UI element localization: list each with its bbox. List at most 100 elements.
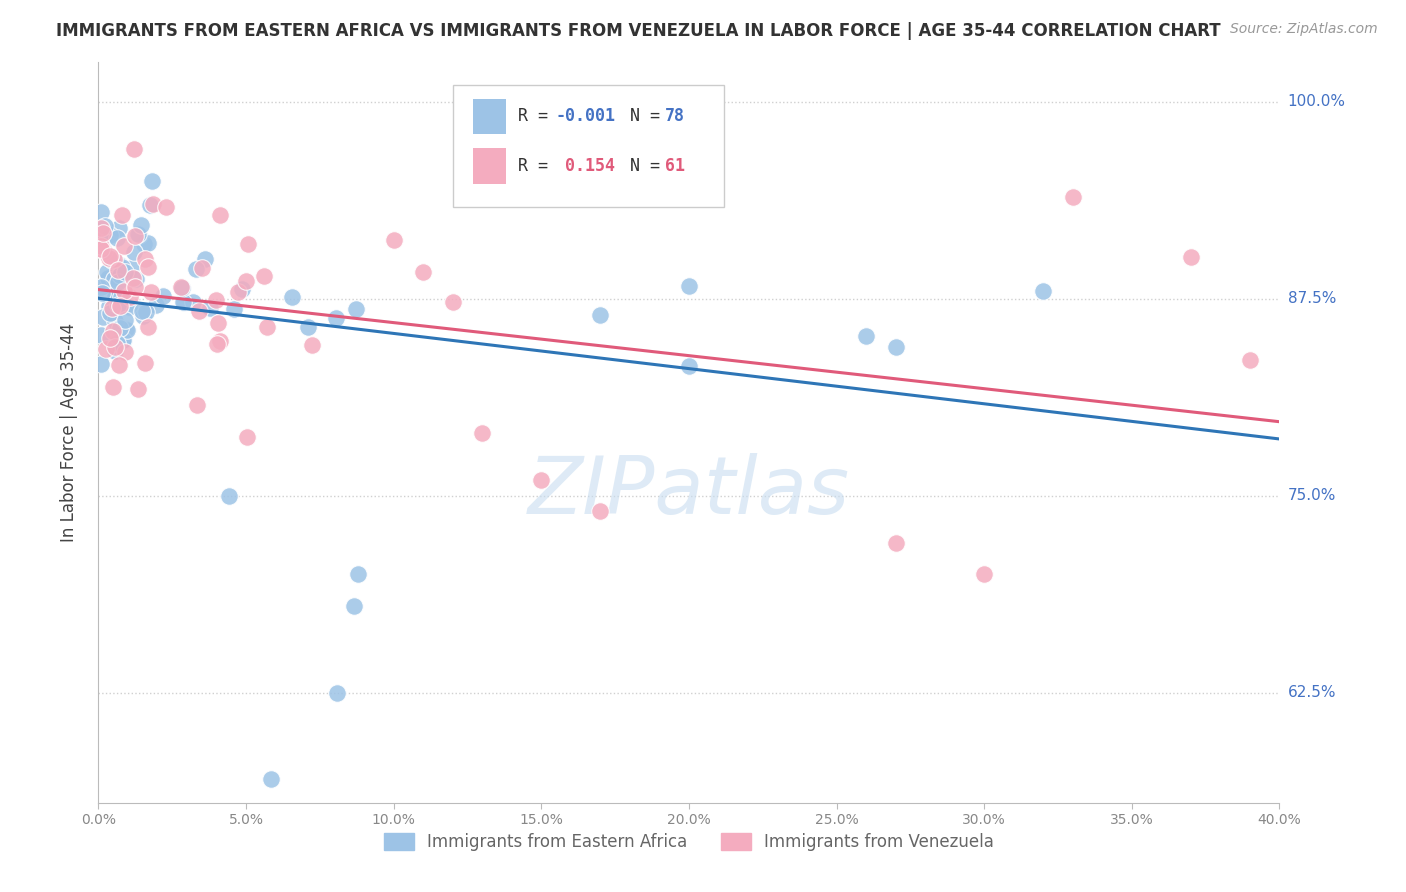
Point [145, 298, 167, 312]
Point [235, 429, 257, 443]
Point [343, 599, 366, 613]
Point [222, 302, 245, 317]
Point [100, 301, 122, 315]
Point [120, 261, 142, 276]
Point [96, 265, 118, 279]
Point [855, 329, 877, 343]
Point [172, 281, 194, 295]
Point [1062, 190, 1084, 204]
Point [104, 343, 127, 358]
Point [231, 282, 253, 296]
Point [104, 287, 127, 301]
Point [186, 261, 208, 276]
Point [90, 286, 112, 301]
Point [128, 227, 150, 242]
Bar [472, 148, 506, 184]
Point [172, 294, 194, 309]
Point [122, 142, 145, 156]
Point [97, 252, 120, 266]
Point [1180, 251, 1202, 265]
Point [94, 219, 117, 234]
Point [238, 236, 260, 251]
Point [589, 308, 612, 322]
Point [100, 227, 122, 242]
Legend: Immigrants from Eastern Africa, Immigrants from Venezuela: Immigrants from Eastern Africa, Immigran… [377, 826, 1001, 857]
Point [132, 310, 155, 324]
Text: 0.154: 0.154 [555, 157, 616, 175]
Point [209, 208, 232, 222]
Point [260, 772, 283, 787]
Point [194, 252, 217, 266]
Point [141, 173, 163, 187]
Point [122, 271, 145, 285]
Text: 62.5%: 62.5% [1288, 685, 1336, 700]
Point [129, 218, 152, 232]
Bar [472, 99, 506, 135]
Point [98, 305, 121, 319]
Point [114, 322, 136, 336]
Point [108, 258, 131, 272]
Point [90, 230, 112, 244]
Point [138, 320, 160, 334]
Point [139, 198, 162, 212]
Point [256, 319, 278, 334]
Point [108, 268, 131, 282]
Point [173, 295, 195, 310]
Point [155, 200, 177, 214]
Point [218, 489, 240, 503]
Point [117, 301, 139, 315]
Point [134, 357, 156, 371]
Point [281, 290, 304, 304]
Point [142, 197, 165, 211]
Point [135, 305, 157, 319]
Point [90, 357, 112, 371]
Point [1239, 352, 1261, 367]
Point [111, 260, 134, 275]
Point [441, 295, 464, 310]
Point [114, 312, 136, 326]
Point [132, 236, 155, 251]
Point [186, 398, 208, 412]
Point [98, 299, 121, 313]
Point [111, 208, 134, 222]
Point [108, 358, 131, 372]
Point [103, 324, 125, 338]
Text: 87.5%: 87.5% [1288, 291, 1336, 306]
Point [103, 313, 125, 327]
Point [301, 337, 323, 351]
Point [124, 228, 146, 243]
Point [884, 340, 907, 354]
Point [125, 271, 148, 285]
Point [200, 301, 222, 316]
Point [93, 310, 115, 325]
Point [90, 328, 112, 343]
FancyBboxPatch shape [453, 85, 724, 207]
Text: N =: N = [610, 157, 669, 175]
Point [973, 567, 995, 582]
Point [131, 304, 153, 318]
Point [108, 220, 131, 235]
Point [127, 227, 149, 241]
Point [120, 290, 142, 304]
Point [678, 278, 700, 293]
Point [136, 260, 159, 274]
Point [110, 260, 132, 275]
Point [325, 311, 347, 326]
Point [112, 334, 135, 348]
Point [114, 299, 136, 313]
Point [108, 321, 131, 335]
Point [297, 320, 319, 334]
Point [115, 323, 138, 337]
Point [96, 274, 118, 288]
Point [207, 337, 229, 351]
Text: 78: 78 [665, 108, 685, 126]
Point [136, 235, 159, 250]
Point [226, 285, 249, 299]
Point [103, 252, 125, 267]
Point [90, 239, 112, 253]
Point [190, 261, 212, 276]
Text: ZIPatlas: ZIPatlas [527, 453, 851, 531]
Point [207, 316, 229, 330]
Point [134, 252, 156, 266]
Point [114, 344, 136, 359]
